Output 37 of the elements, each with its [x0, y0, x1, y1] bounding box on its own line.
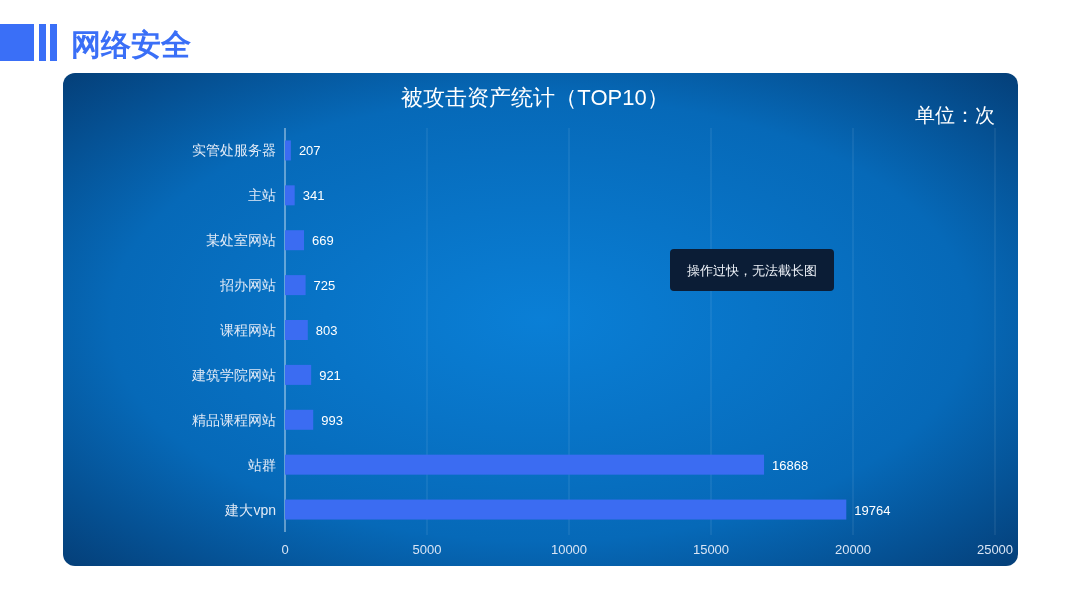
y-tick-label: 某处室网站: [206, 232, 276, 249]
bar: [285, 454, 765, 475]
annotation: 操作过快，无法截长图: [687, 263, 817, 278]
data-label: 993: [321, 412, 343, 428]
bar: [285, 409, 314, 430]
x-tick-label: 25000: [976, 542, 1014, 557]
bar: [285, 499, 847, 520]
y-tick-label: 课程网站: [220, 322, 276, 338]
data-label: 16868: [772, 457, 809, 473]
y-tick-label: 建筑学院网站: [191, 366, 276, 383]
data-label: 803: [315, 323, 338, 338]
x-tick-label: 10000: [550, 542, 588, 557]
x-tick-label: 20000: [834, 542, 872, 557]
y-tick-label: 主站: [248, 187, 276, 204]
bar: [285, 185, 295, 206]
data-label: 921: [319, 367, 341, 383]
data-label: 19764: [854, 502, 891, 518]
bar: [285, 275, 306, 296]
y-tick-label: 站群: [248, 456, 276, 473]
data-label: 341: [302, 188, 325, 204]
bar: [285, 140, 291, 161]
y-tick-label: 建大vpn: [224, 501, 276, 518]
text: 单位：次: [915, 104, 995, 126]
y-tick-label: 精品课程网站: [192, 411, 276, 428]
data-label: 725: [313, 278, 336, 294]
bar: [285, 320, 308, 340]
x-tick-label: 15000: [692, 542, 730, 557]
bar: [285, 364, 312, 385]
chart-subtitle: 被攻击资产统计（TOP10）: [401, 85, 669, 110]
data-label: 207: [298, 143, 321, 159]
data-label: 669: [312, 233, 334, 249]
chart-title: 网络安全: [71, 28, 191, 61]
bar: [285, 230, 304, 251]
x-tick-label: 5000: [412, 542, 442, 557]
x-tick-label: 0: [281, 542, 289, 557]
y-tick-label: 实管处服务器: [192, 142, 276, 159]
y-tick-label: 招办网站: [219, 277, 276, 294]
